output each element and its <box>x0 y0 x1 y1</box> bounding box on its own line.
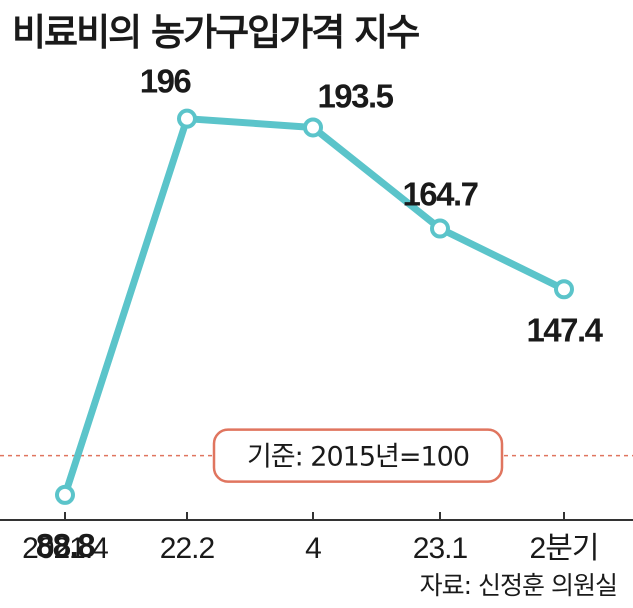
data-points <box>55 108 574 505</box>
data-point <box>303 117 323 138</box>
x-tick-label: 23.1 <box>413 532 468 565</box>
data-point <box>55 484 75 505</box>
source-note: 자료: 신정훈 의원실 <box>419 571 618 600</box>
data-point <box>554 279 574 300</box>
data-label: 164.7 <box>402 176 477 213</box>
data-label: 88.8 <box>36 527 95 564</box>
x-tick-label: 22.2 <box>160 532 215 565</box>
data-label: 196 <box>140 63 192 100</box>
x-ticks: 2021.4 22.2 4 23.1 2분기 <box>22 512 599 565</box>
reference-label-box: 기준: 2015년=100 <box>212 428 504 483</box>
reference-label-frame <box>212 428 504 483</box>
reference-label: 기준: 2015년=100 <box>247 442 469 473</box>
x-tick-label: 4 <box>305 532 321 565</box>
chart-title: 비료비의 농가구입가격 지수 <box>12 11 420 54</box>
data-point <box>177 108 197 129</box>
data-labels: 88.8 196 193.5 164.7 147.4 <box>36 63 605 564</box>
x-tick-label: 2분기 <box>530 532 599 565</box>
data-label: 147.4 <box>526 311 603 348</box>
data-point <box>430 218 450 239</box>
x-tick-label: 2021.4 <box>22 532 108 565</box>
data-label: 193.5 <box>317 77 393 114</box>
